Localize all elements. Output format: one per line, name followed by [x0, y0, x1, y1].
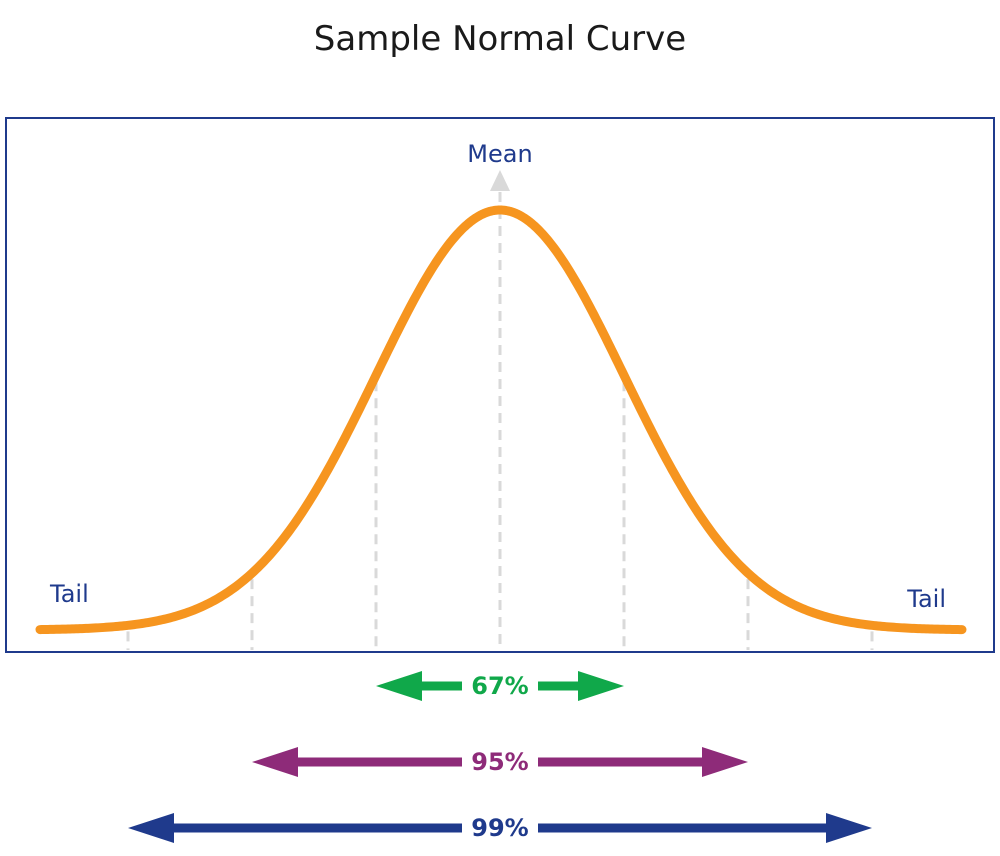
arrowhead-right-icon — [578, 671, 624, 701]
arrow-shaft-left — [172, 823, 462, 833]
diagram-title: Sample Normal Curve — [314, 19, 686, 59]
arrow-shaft-right — [538, 823, 828, 833]
range-label-99: 99% — [471, 814, 528, 842]
mean-arrow — [490, 170, 510, 191]
range-arrow-99: 99% — [128, 813, 872, 843]
arrow-shaft-right — [538, 757, 704, 767]
range-arrow-95-shape — [252, 747, 748, 777]
arrowhead-right-icon — [702, 747, 748, 777]
tail-label-right: Tail — [906, 585, 946, 613]
sigma-guide-lines — [126, 192, 874, 650]
tail-label-left: Tail — [49, 580, 89, 608]
arrow-shaft-right — [538, 681, 580, 691]
arrow-shaft-left — [296, 757, 462, 767]
range-arrow-95: 95% — [252, 747, 748, 777]
range-arrow-99-shape — [128, 813, 872, 843]
range-arrow-67-shape — [376, 671, 624, 701]
range-label-67: 67% — [471, 672, 528, 700]
arrow-shaft-left — [420, 681, 462, 691]
arrowhead-right-icon — [826, 813, 872, 843]
arrowhead-left-icon — [252, 747, 298, 777]
range-arrow-67: 67% — [376, 671, 624, 701]
mean-label: Mean — [467, 140, 532, 168]
normal-curve-line — [35, 205, 967, 635]
plot-frame — [5, 117, 995, 653]
arrowhead-left-icon — [376, 671, 422, 701]
arrowhead-left-icon — [128, 813, 174, 843]
range-label-95: 95% — [471, 748, 528, 776]
mean-arrowhead-icon — [490, 170, 510, 191]
